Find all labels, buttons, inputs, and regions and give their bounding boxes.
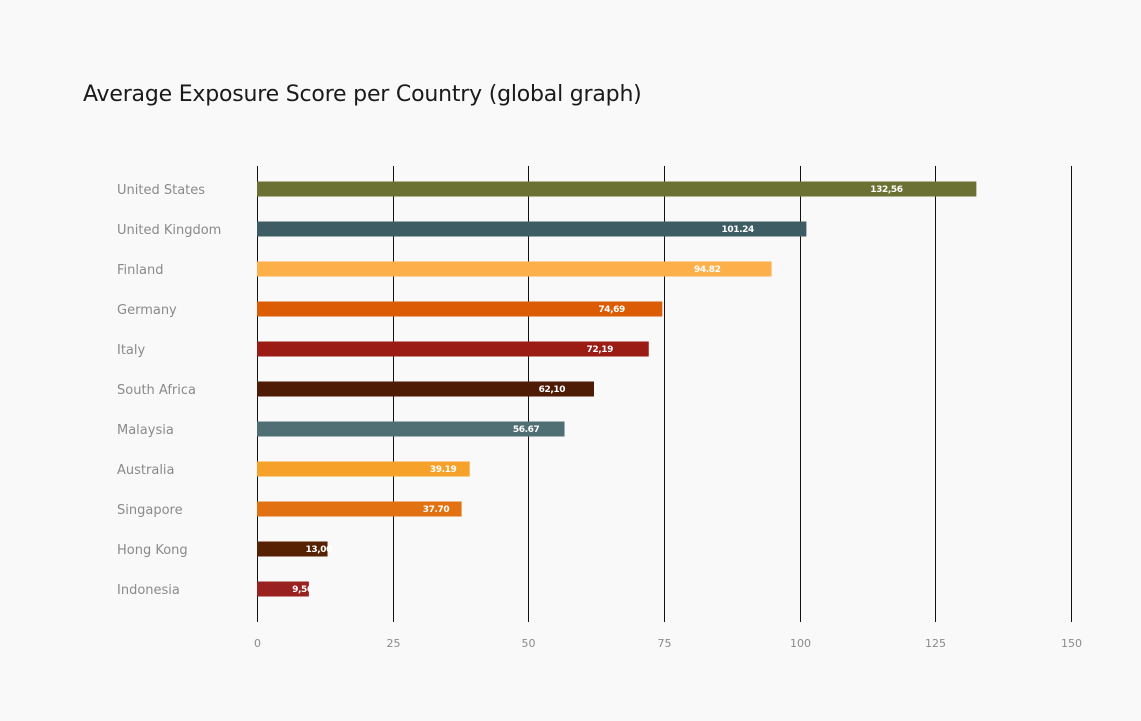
bar — [257, 341, 649, 357]
x-tick-label: 25 — [387, 637, 401, 650]
x-tick-label: 100 — [790, 637, 811, 650]
category-label: Indonesia — [117, 583, 180, 598]
x-axis-ticks: 0 25 50 75 100 125 150 — [254, 637, 1082, 650]
x-tick-label: 150 — [1061, 637, 1082, 650]
x-tick-label: 50 — [522, 637, 536, 650]
category-label: South Africa — [117, 383, 196, 398]
category-label: Hong Kong — [117, 543, 188, 558]
bar-value-label: 39.19 — [430, 465, 457, 475]
bar-value-label: 37.70 — [423, 505, 450, 515]
bar — [257, 261, 772, 277]
category-label: Australia — [117, 463, 175, 478]
bar-value-label: 94.82 — [694, 265, 721, 275]
category-label: Italy — [117, 343, 146, 358]
bar — [257, 421, 565, 437]
category-label: Germany — [117, 303, 177, 318]
bar-value-label: 13,00 — [305, 545, 332, 555]
category-label: United States — [117, 183, 205, 198]
bar-value-label: 9,56 — [292, 585, 313, 595]
bar — [257, 461, 470, 477]
category-label: Finland — [117, 263, 163, 278]
category-label: Malaysia — [117, 423, 174, 438]
bar — [257, 381, 594, 397]
category-label: United Kingdom — [117, 223, 221, 238]
bar-value-label: 74,69 — [598, 305, 625, 315]
bar-value-label: 72,19 — [587, 345, 614, 355]
bars — [257, 181, 977, 597]
bar-value-label: 101.24 — [722, 225, 754, 235]
bar — [257, 301, 663, 317]
bar — [257, 501, 462, 517]
bar — [257, 581, 309, 597]
x-tick-label: 75 — [658, 637, 672, 650]
chart-title: Average Exposure Score per Country (glob… — [83, 82, 642, 107]
bar — [257, 541, 328, 557]
category-labels: United States United Kingdom Finland German… — [117, 183, 221, 598]
value-labels: 132,56 101.24 94.82 74,69 72,19 62,10 56.67 39.… — [292, 185, 903, 595]
category-label: Singapore — [117, 503, 183, 518]
bar-value-label: 56.67 — [513, 425, 540, 435]
x-tick-label: 125 — [925, 637, 946, 650]
bar-value-label: 62,10 — [539, 385, 566, 395]
x-tick-label: 0 — [254, 637, 261, 650]
bar — [257, 181, 977, 197]
bar-value-label: 132,56 — [870, 185, 902, 195]
bar — [257, 221, 807, 237]
